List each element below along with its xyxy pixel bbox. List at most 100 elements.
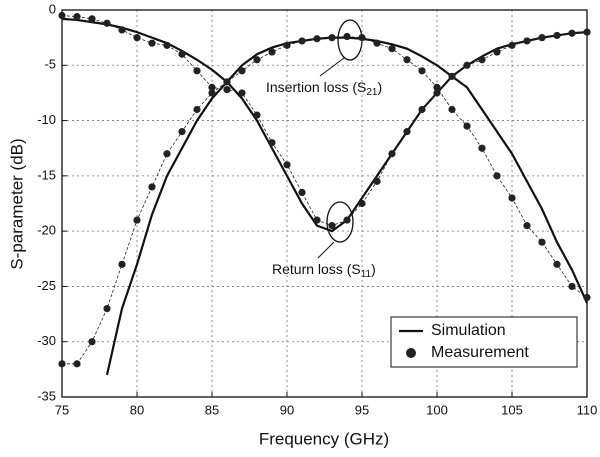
marker (313, 216, 321, 224)
y-tick-label: -20 (37, 223, 56, 238)
marker (298, 37, 306, 45)
plot-frame (61, 9, 588, 398)
marker (148, 39, 156, 47)
x-tick-label: 85 (205, 402, 219, 417)
marker (268, 139, 276, 147)
marker (403, 128, 411, 136)
marker (463, 61, 471, 69)
marker (568, 29, 576, 37)
y-tick-label: 0 (49, 1, 56, 16)
y-tick-label: -5 (44, 57, 56, 72)
x-tick-label: 90 (280, 402, 294, 417)
marker (313, 35, 321, 43)
marker (343, 216, 351, 224)
marker (253, 56, 261, 64)
marker (163, 41, 171, 49)
marker (583, 293, 591, 302)
marker (58, 11, 66, 20)
marker (448, 105, 456, 114)
marker (583, 28, 591, 36)
marker (298, 188, 306, 197)
marker (283, 161, 291, 169)
x-tick-label: 95 (355, 402, 369, 417)
marker (253, 111, 261, 119)
annotation-arrow (319, 57, 345, 77)
marker (328, 222, 336, 230)
annotation-circle (326, 201, 354, 243)
marker (118, 26, 126, 34)
marker (58, 360, 66, 368)
annotation: Return loss (S11) (272, 261, 376, 280)
marker (328, 34, 336, 42)
marker (523, 37, 531, 45)
y-tick-label: -15 (37, 167, 56, 182)
legend-label: Measurement (431, 344, 529, 361)
series-line (61, 17, 588, 233)
marker (418, 105, 426, 114)
marker (358, 199, 366, 208)
y-axis-label: S-parameter (dB) (7, 138, 26, 269)
marker (433, 89, 441, 97)
marker (493, 172, 501, 180)
marker (508, 194, 516, 202)
marker (478, 56, 486, 64)
measurement-line (62, 36, 588, 365)
legend-box (390, 316, 578, 368)
annotation-arrow (317, 241, 335, 259)
marker (553, 260, 561, 268)
annotation-circle (337, 19, 363, 61)
marker (418, 67, 426, 75)
marker (88, 15, 96, 23)
marker (73, 360, 81, 368)
marker (163, 150, 171, 158)
marker (553, 31, 561, 40)
y-tick-label: -25 (37, 278, 56, 293)
marker (73, 13, 81, 21)
marker (343, 32, 351, 41)
x-tick-label: 100 (426, 402, 448, 417)
marker (118, 260, 126, 268)
y-tick-label: -35 (37, 388, 56, 403)
marker (433, 83, 441, 91)
marker (388, 150, 396, 158)
marker (283, 41, 291, 49)
marker (508, 41, 516, 49)
marker (88, 338, 96, 346)
marker (373, 39, 381, 47)
y-tick-label: -30 (37, 333, 56, 348)
x-tick-label: 105 (501, 402, 523, 417)
marker (538, 238, 546, 246)
marker (178, 128, 186, 136)
marker (178, 50, 186, 58)
marker (493, 48, 501, 56)
marker (208, 83, 216, 91)
x-tick-label: 80 (130, 402, 144, 417)
marker (133, 34, 141, 42)
x-axis-label: Frequency (GHz) (259, 429, 389, 448)
marker (448, 72, 456, 80)
marker (193, 105, 201, 114)
marker (133, 216, 141, 224)
marker (358, 34, 366, 42)
marker (238, 67, 246, 75)
marker (568, 282, 576, 291)
x-tick-label: 75 (55, 402, 69, 417)
marker (223, 78, 231, 86)
marker (148, 183, 156, 191)
marker (478, 144, 486, 152)
marker (103, 304, 111, 313)
marker (463, 122, 471, 130)
legend-label: Simulation (431, 322, 506, 339)
marker (388, 45, 396, 53)
marker (223, 86, 231, 94)
marker (538, 34, 546, 42)
marker (238, 89, 246, 97)
marker (208, 89, 216, 97)
x-tick-label: 110 (577, 402, 598, 417)
marker (373, 177, 381, 185)
y-tick-label: -10 (37, 112, 56, 127)
legend-marker (406, 348, 416, 358)
marker (193, 67, 201, 75)
annotation: Insertion loss (S21) (266, 79, 382, 98)
